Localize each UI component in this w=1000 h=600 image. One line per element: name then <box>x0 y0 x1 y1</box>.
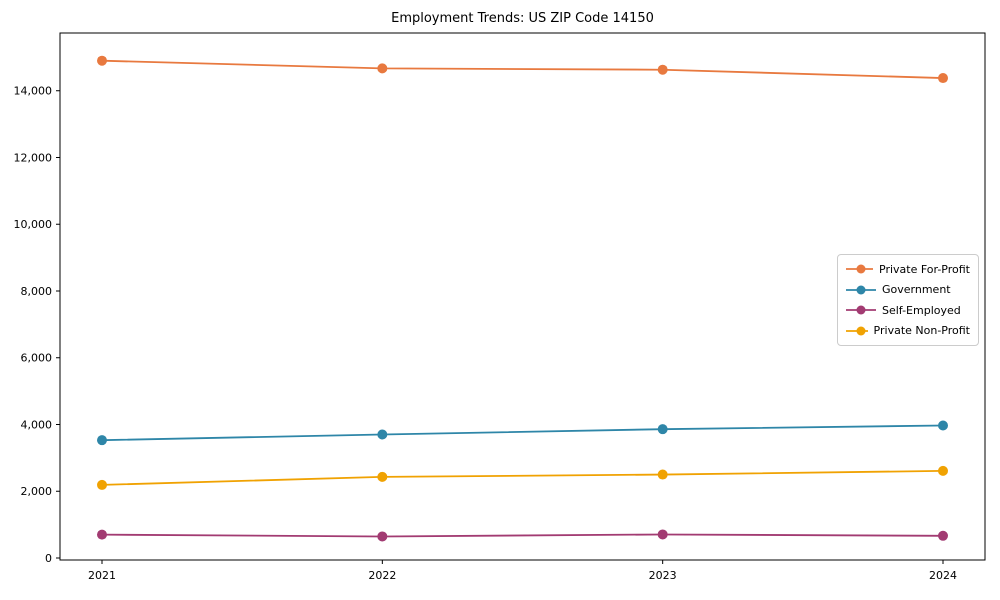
series-line-private-non-profit <box>101 469 944 486</box>
data-point-self-employed-2021 <box>97 529 107 540</box>
data-point-private-for-profit-2021 <box>97 55 107 66</box>
x-tick-label: 2021 <box>88 569 116 582</box>
legend-label-private-for-profit: Private For-Profit <box>879 262 970 276</box>
data-point-private-for-profit-2024 <box>938 73 948 84</box>
y-tick-label: 2,000 <box>21 485 53 498</box>
legend-label-government: Government <box>882 283 951 297</box>
y-tick-label: 12,000 <box>14 151 53 164</box>
y-tick-label: 0 <box>45 552 52 565</box>
legend-swatch-self-employed <box>846 305 876 315</box>
x-tick-label: 2023 <box>649 569 677 582</box>
data-point-self-employed-2023 <box>657 529 668 540</box>
y-tick-label: 4,000 <box>21 418 53 431</box>
y-tick-label: 6,000 <box>21 352 53 365</box>
data-point-self-employed-2022 <box>377 531 388 542</box>
data-point-private-non-profit-2021 <box>97 479 107 490</box>
data-point-private-non-profit-2022 <box>377 471 388 482</box>
data-point-self-employed-2024 <box>938 530 948 541</box>
data-point-government-2022 <box>377 429 388 440</box>
legend-swatch-private-non-profit <box>846 326 868 336</box>
data-point-private-non-profit-2023 <box>657 469 668 480</box>
legend-label-private-non-profit: Private Non-Profit <box>873 324 970 338</box>
legend-swatch-marker <box>856 326 866 336</box>
chart-title: Employment Trends: US ZIP Code 14150 <box>391 11 654 26</box>
data-point-government-2024 <box>938 420 948 431</box>
series-line-government <box>101 424 944 442</box>
x-tick-label: 2024 <box>929 569 957 582</box>
legend-swatch-private-for-profit <box>846 264 873 274</box>
axes-box <box>59 32 986 561</box>
legend-item-self-employed: Self-Employed <box>846 304 970 317</box>
legend-swatch-marker <box>856 305 866 315</box>
data-point-private-for-profit-2023 <box>657 64 668 75</box>
legend-item-private-non-profit: Private Non-Profit <box>846 324 970 337</box>
legend-swatch-marker <box>856 264 866 274</box>
legend: Private For-Profit Government Self-Employe… <box>837 254 979 346</box>
x-tick-label: 2022 <box>368 569 396 582</box>
legend-item-private-for-profit: Private For-Profit <box>846 263 970 276</box>
y-tick-label: 14,000 <box>14 85 53 98</box>
data-point-government-2023 <box>657 424 668 435</box>
legend-label-self-employed: Self-Employed <box>882 303 961 317</box>
series-line-self-employed <box>101 533 944 538</box>
data-point-government-2021 <box>97 435 107 446</box>
y-tick-label: 10,000 <box>14 218 53 231</box>
data-point-private-for-profit-2022 <box>377 63 388 74</box>
series-line-private-for-profit <box>101 59 944 79</box>
legend-swatch-government <box>846 285 876 295</box>
legend-item-government: Government <box>846 283 970 296</box>
legend-swatch-marker <box>856 285 866 295</box>
data-point-private-non-profit-2024 <box>938 465 948 476</box>
y-tick-label: 8,000 <box>21 285 53 298</box>
